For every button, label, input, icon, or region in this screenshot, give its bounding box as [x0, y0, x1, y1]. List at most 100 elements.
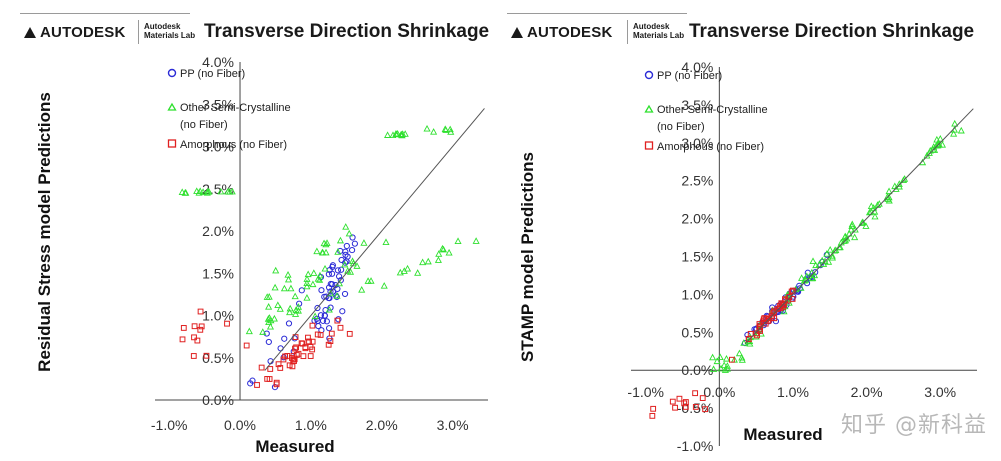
chart-title: Transverse Direction Shrinkage [204, 21, 490, 42]
data-point-semi-crystalline [274, 301, 282, 308]
data-point-semi-crystalline [439, 245, 448, 253]
data-point-semi-crystalline [333, 292, 341, 299]
data-point-semi-crystalline [936, 135, 944, 142]
data-point-pp [329, 263, 336, 270]
x-tick-label: 1.0% [777, 384, 809, 400]
data-point-amorphous [346, 330, 353, 337]
data-point-semi-crystalline [826, 246, 834, 253]
data-point-semi-crystalline [885, 196, 893, 204]
data-point-amorphous [198, 323, 205, 330]
data-point-amorphous [774, 306, 781, 312]
header-divider [627, 20, 628, 44]
y-tick-label: 0.5% [681, 324, 713, 340]
data-point-semi-crystalline [859, 218, 867, 226]
data-point-semi-crystalline [392, 130, 401, 138]
data-point-semi-crystalline [738, 353, 746, 361]
x-tick-label: 0.0% [703, 384, 735, 400]
data-point-amorphous [264, 376, 271, 382]
autodesk-logo-text: AUTODESK [40, 24, 126, 41]
legend-marker-pp [644, 70, 654, 80]
data-point-semi-crystalline [259, 328, 267, 335]
data-points [649, 119, 965, 419]
x-tick-label: 2.0% [851, 384, 883, 400]
data-point-amorphous [291, 358, 297, 364]
y-axis-title: STAMP model Predictions [518, 152, 537, 362]
legend-label-pp: PP (no Fiber) [180, 68, 245, 80]
y-tick-label: -1.0% [677, 438, 714, 454]
y-tick-label: 2.0% [681, 211, 713, 227]
data-point-semi-crystalline [280, 284, 288, 292]
data-point-pp [325, 271, 332, 278]
data-point-semi-crystalline [286, 304, 294, 312]
data-point-amorphous [682, 404, 689, 410]
data-point-semi-crystalline [321, 264, 329, 272]
data-point-semi-crystalline [287, 284, 295, 292]
data-point-semi-crystalline [294, 303, 303, 310]
data-point-semi-crystalline [245, 327, 253, 335]
data-point-semi-crystalline [871, 212, 879, 220]
autodesk-logo: AUTODESK [511, 24, 613, 41]
data-point-semi-crystalline [445, 248, 453, 256]
y-tick-label: 4.0% [681, 59, 713, 75]
legend-label-pp: PP (no Fiber) [657, 70, 722, 82]
data-point-semi-crystalline [723, 362, 731, 369]
data-point-semi-crystalline [345, 229, 353, 237]
data-point-semi-crystalline [389, 131, 397, 138]
legend-marker-semi-crystalline [167, 102, 177, 111]
data-point-amorphous [300, 353, 307, 360]
legend-label-amorphous: Amorphous (no Fiber) [180, 139, 287, 151]
data-point-amorphous [334, 317, 341, 324]
data-point-semi-crystalline [309, 280, 317, 288]
data-point-amorphous [293, 352, 300, 358]
data-point-semi-crystalline [848, 222, 856, 229]
data-point-semi-crystalline [304, 270, 312, 278]
data-point-semi-crystalline [823, 250, 831, 257]
legend-marker-semi-crystalline [644, 104, 654, 113]
data-point-semi-crystalline [303, 279, 311, 287]
data-point-semi-crystalline [951, 119, 959, 127]
header-divider [138, 20, 139, 44]
data-point-amorphous [243, 342, 250, 349]
reference-line-y-equals-x [744, 108, 974, 345]
data-point-semi-crystalline [780, 307, 788, 315]
data-point-pp [281, 335, 288, 342]
data-point-pp [348, 246, 356, 254]
data-point-semi-crystalline [292, 310, 300, 317]
data-point-amorphous [676, 395, 683, 402]
data-point-semi-crystalline [272, 266, 280, 274]
header-rule [20, 13, 190, 14]
data-point-amorphous [771, 315, 778, 322]
data-point-semi-crystalline [199, 188, 207, 195]
data-point-amorphous [190, 353, 197, 359]
autodesk-logo-icon [511, 27, 523, 38]
data-point-amorphous [293, 344, 300, 351]
data-point-semi-crystalline [263, 293, 271, 300]
legend-marker-pp [167, 68, 177, 78]
data-point-semi-crystalline [716, 353, 724, 361]
data-point-pp [772, 318, 780, 325]
x-tick-label: 2.0% [366, 417, 398, 433]
data-point-semi-crystalline [303, 282, 311, 290]
header-rule [507, 13, 687, 14]
data-point-semi-crystalline [323, 239, 331, 246]
x-tick-label: 1.0% [295, 417, 327, 433]
data-point-semi-crystalline [286, 308, 294, 316]
data-point-pp [349, 234, 356, 241]
data-point-semi-crystalline [957, 126, 965, 134]
data-point-semi-crystalline [276, 305, 284, 312]
data-point-semi-crystalline [360, 239, 368, 246]
data-point-amorphous [191, 334, 197, 341]
data-point-pp [247, 380, 254, 387]
y-tick-label: 3.0% [202, 139, 234, 155]
data-point-semi-crystalline [271, 283, 279, 291]
data-point-semi-crystalline [205, 188, 213, 195]
data-point-pp [325, 325, 333, 332]
data-point-semi-crystalline [809, 257, 817, 264]
data-point-semi-crystalline [325, 305, 333, 313]
data-point-amorphous [302, 344, 309, 350]
data-point-amorphous [309, 346, 316, 353]
data-point-pp [321, 312, 328, 319]
scatter-plot-stamp: -1.0%-0.5%0.0%0.5%1.0%1.5%2.0%2.5%3.0%3.… [518, 59, 977, 454]
y-tick-label: 0.0% [681, 362, 713, 378]
data-point-amorphous [745, 336, 752, 342]
